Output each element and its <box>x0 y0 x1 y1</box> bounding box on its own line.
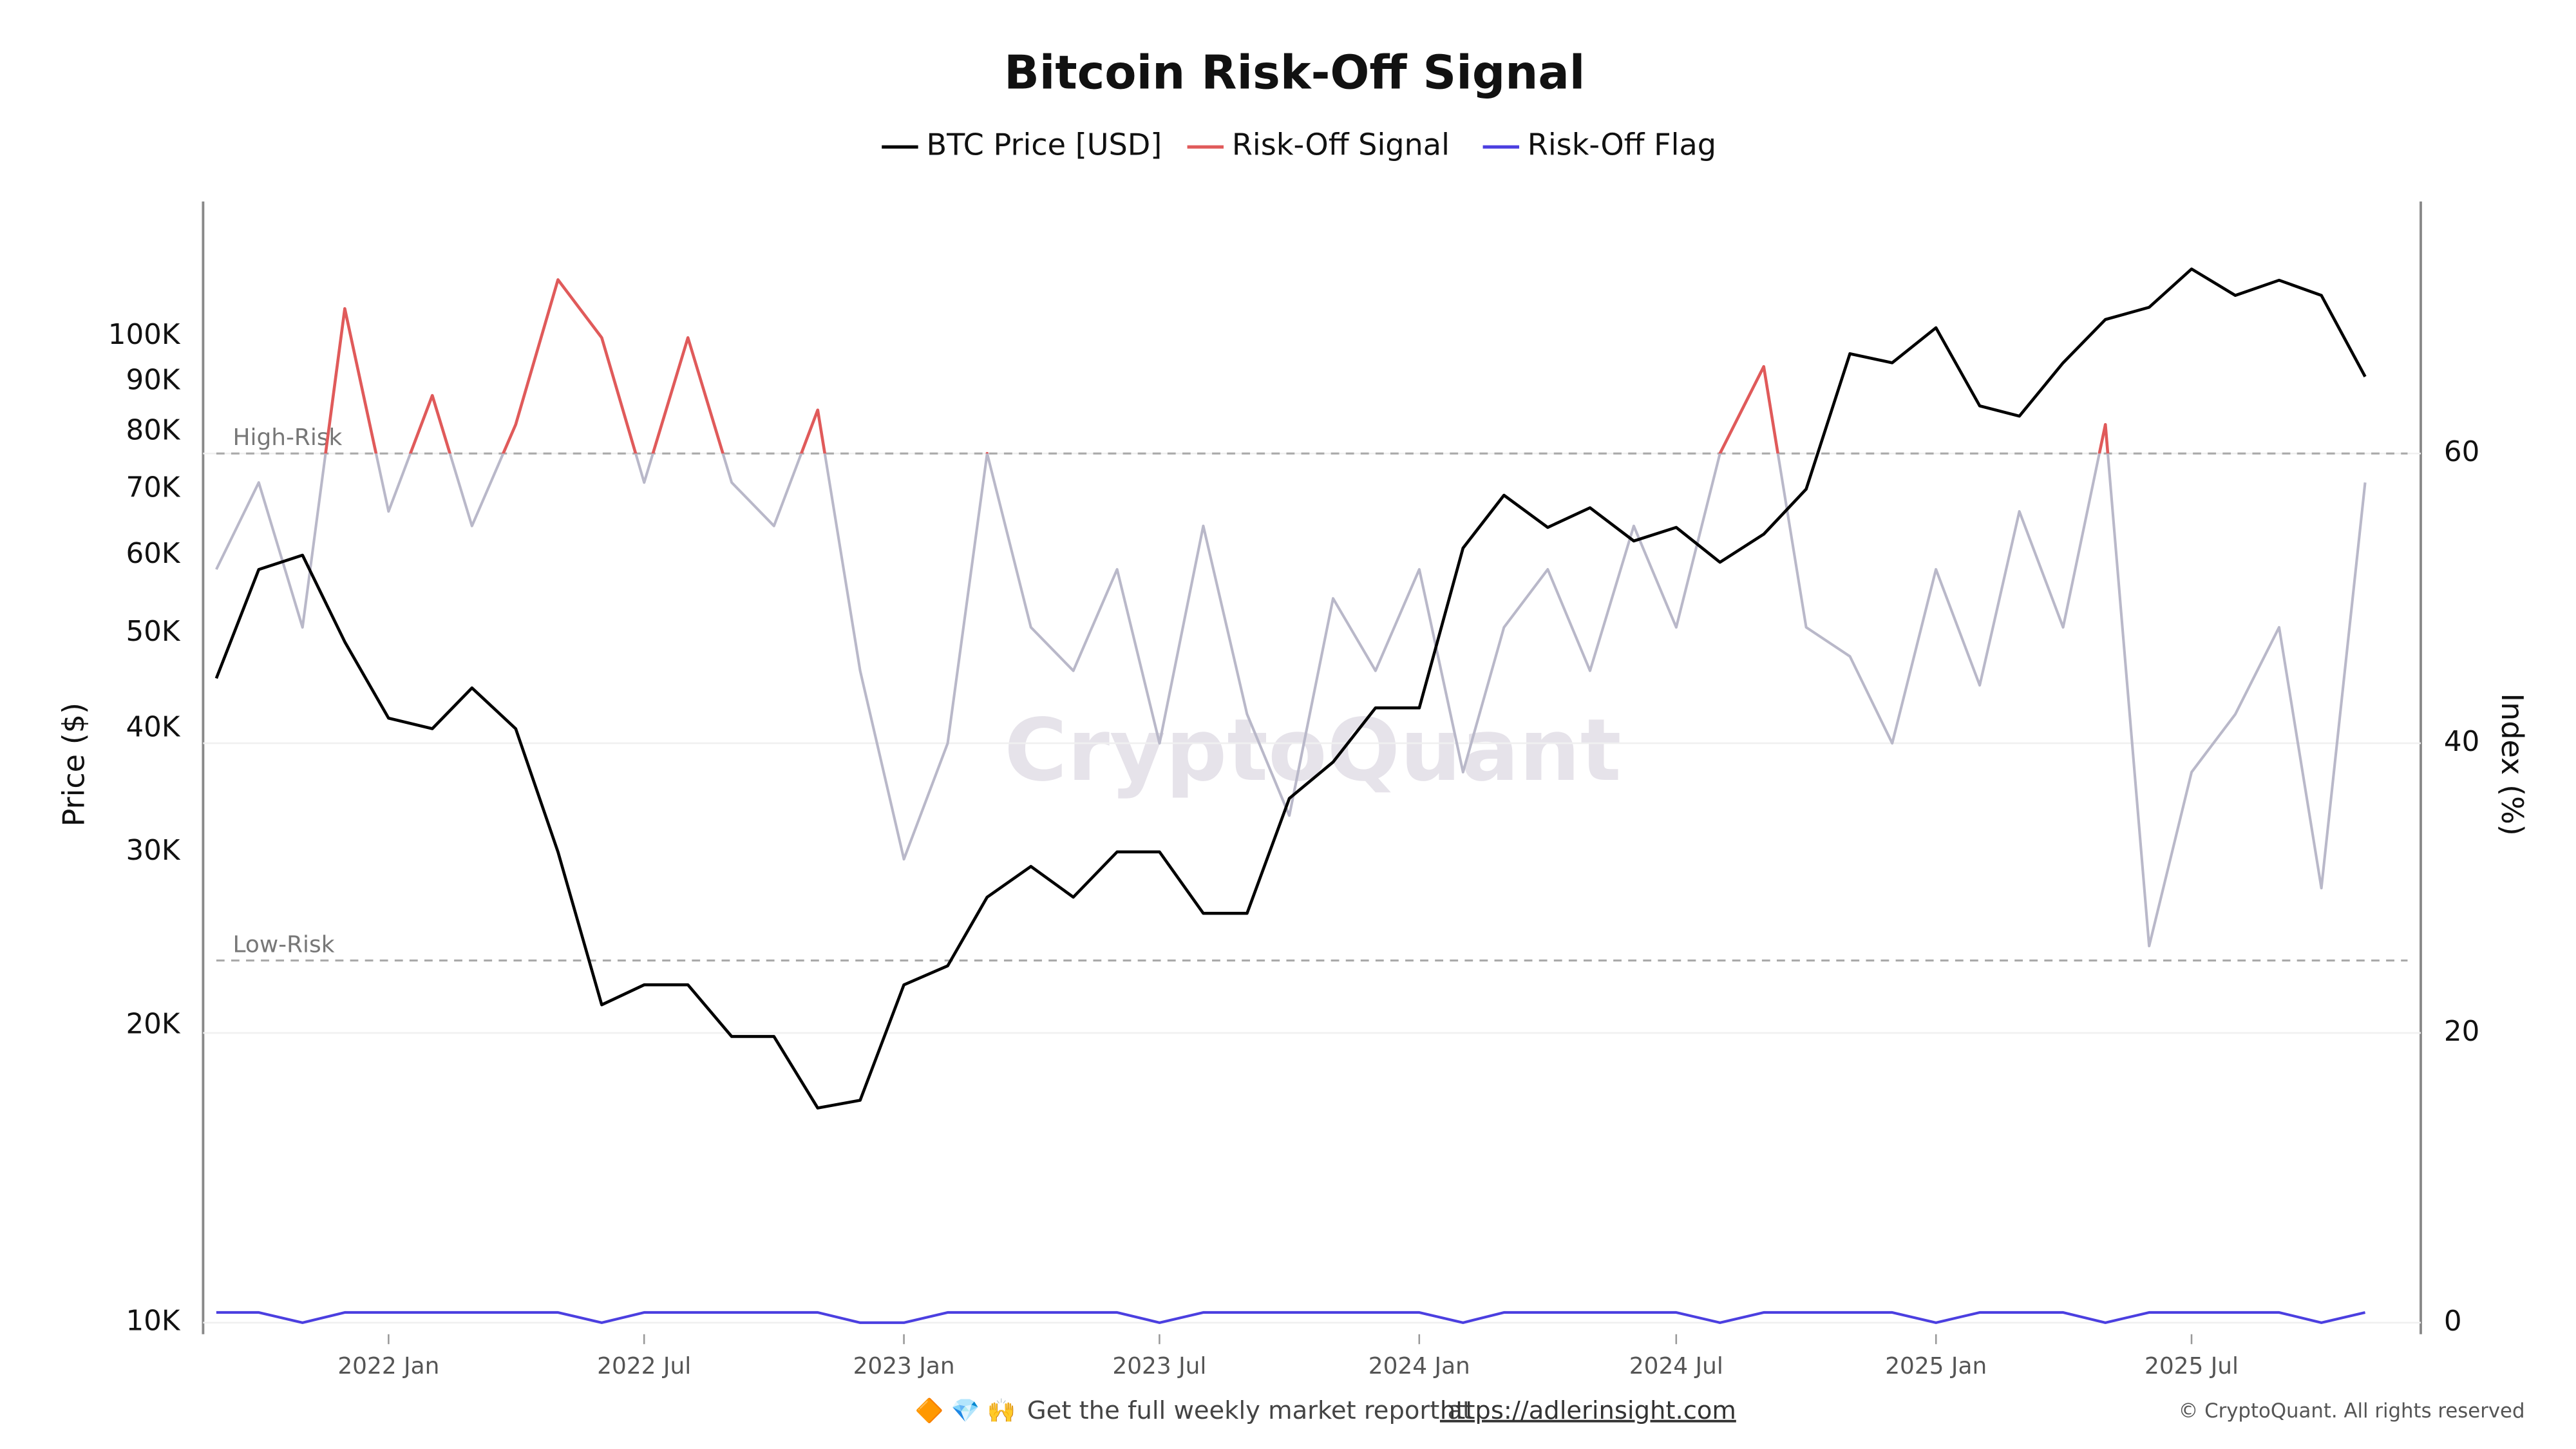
threshold-label: Low-Risk <box>233 931 335 958</box>
x-tick-label: 2025 Jul <box>2145 1353 2239 1379</box>
x-tick-label: 2023 Jan <box>853 1353 955 1379</box>
signal-low <box>216 279 2365 946</box>
signal-high <box>324 278 2110 454</box>
y-tick-label: 90K <box>126 364 180 396</box>
chart-title: Bitcoin Risk-Off Signal <box>1004 45 1585 99</box>
footer-emoji: 🔶 💎 🙌 <box>915 1397 1016 1424</box>
footer-text: Get the full weekly market report at <box>1027 1396 1472 1425</box>
x-tick-label: 2025 Jan <box>1885 1353 1987 1379</box>
y2-tick-label: 20 <box>2444 1016 2479 1048</box>
x-tick-label: 2023 Jul <box>1112 1353 1206 1379</box>
footer-link[interactable]: https://adlerinsight.com <box>1440 1396 1736 1425</box>
legend-label: Risk-Off Flag <box>1528 128 1716 162</box>
copyright: © CryptoQuant. All rights reserved <box>2179 1399 2525 1423</box>
watermark: CryptoQuant <box>1004 701 1621 800</box>
series-line <box>216 1311 2366 1324</box>
y-axis-title: Price ($) <box>56 703 91 827</box>
x-tick-label: 2024 Jul <box>1629 1353 1723 1379</box>
y-tick-label: 20K <box>126 1009 180 1041</box>
x-tick-label: 2022 Jul <box>597 1353 691 1379</box>
x-tick-label: 2024 Jan <box>1368 1353 1470 1379</box>
footer: 🔶 💎 🙌 Get the full weekly market report … <box>915 1396 2525 1425</box>
y-tick-label: 30K <box>126 835 180 867</box>
y2-axis-title: Index (%) <box>2495 693 2530 836</box>
legend-label: BTC Price [USD] <box>926 128 1162 162</box>
y-tick-label: 40K <box>126 712 180 744</box>
y-tick-label: 10K <box>126 1305 180 1338</box>
signal-line <box>215 278 2367 948</box>
legend-label: Risk-Off Signal <box>1232 128 1450 162</box>
y-tick-label: 100K <box>108 319 181 351</box>
y-tick-label: 70K <box>126 471 180 504</box>
threshold-label: High-Risk <box>233 424 343 451</box>
y2-tick-label: 40 <box>2444 726 2479 758</box>
x-tick-label: 2022 Jan <box>337 1353 439 1379</box>
y2-tick-label: 0 <box>2444 1305 2462 1338</box>
series-line <box>214 267 2367 1110</box>
y-tick-label: 60K <box>126 538 180 570</box>
y-tick-label: 80K <box>126 415 180 447</box>
y-tick-label: 50K <box>126 616 180 648</box>
y2-tick-label: 60 <box>2444 436 2479 468</box>
